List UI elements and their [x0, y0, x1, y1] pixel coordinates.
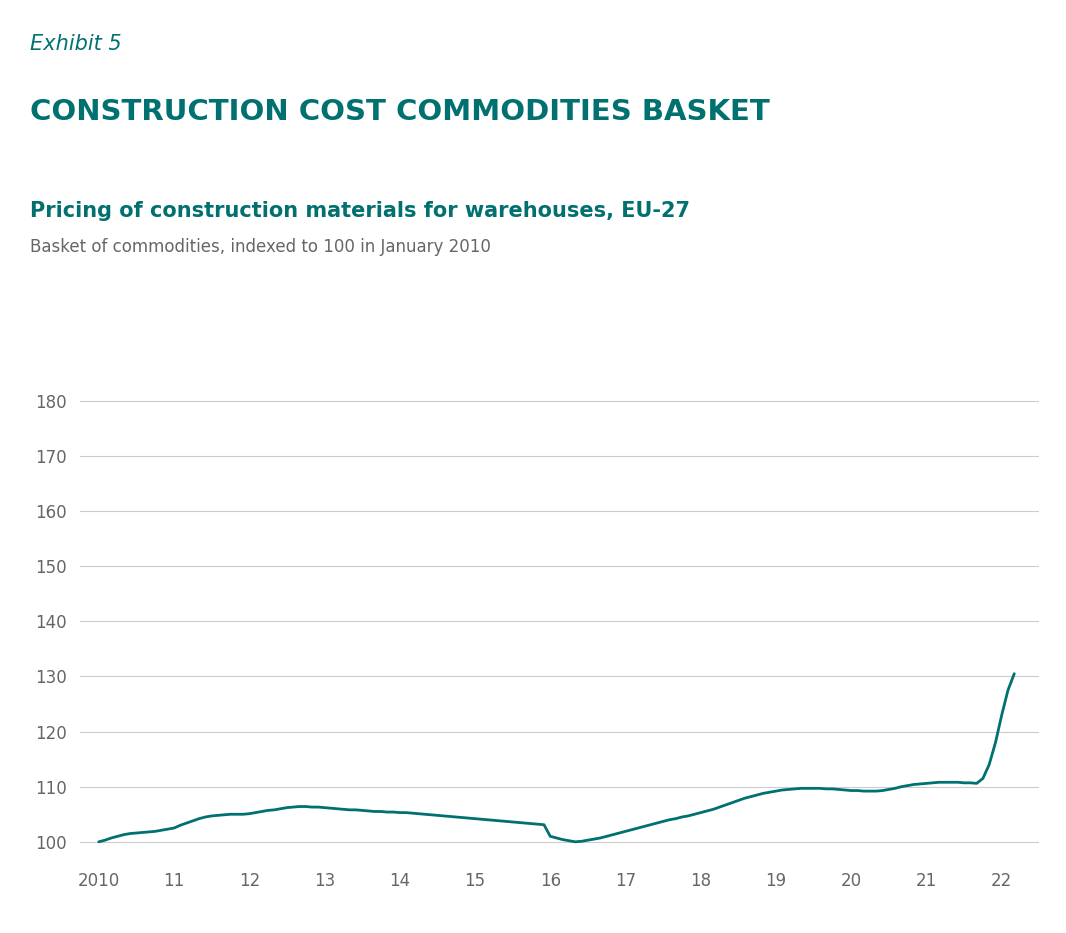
- Text: Pricing of construction materials for warehouses, EU-27: Pricing of construction materials for wa…: [30, 201, 690, 220]
- Text: Basket of commodities, indexed to 100 in January 2010: Basket of commodities, indexed to 100 in…: [30, 238, 490, 256]
- Text: CONSTRUCTION COST COMMODITIES BASKET: CONSTRUCTION COST COMMODITIES BASKET: [30, 98, 770, 126]
- Text: Exhibit 5: Exhibit 5: [30, 34, 122, 53]
